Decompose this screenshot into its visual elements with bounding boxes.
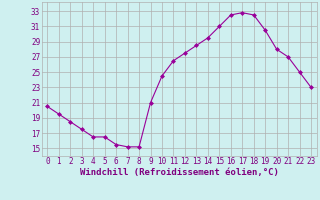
X-axis label: Windchill (Refroidissement éolien,°C): Windchill (Refroidissement éolien,°C)	[80, 168, 279, 177]
